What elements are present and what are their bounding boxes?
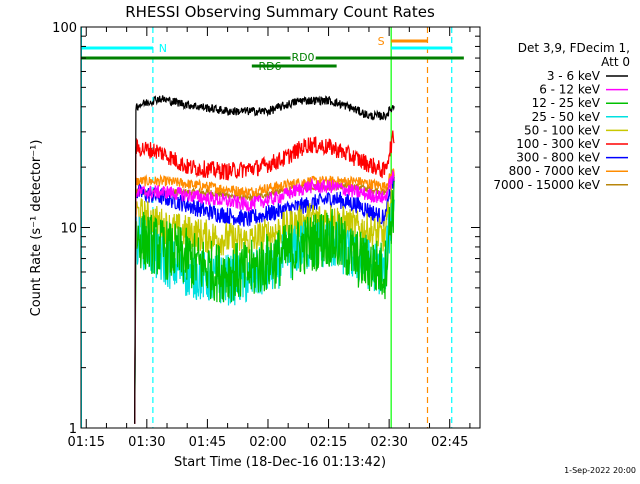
x-tick-label: 01:45 bbox=[189, 435, 226, 450]
flag-label-rd0: RD0 bbox=[291, 51, 314, 64]
y-axis-label: Count Rate (s⁻¹ detector⁻¹) bbox=[29, 140, 44, 317]
legend-label: 50 - 100 keV bbox=[524, 123, 601, 137]
flag-label-n: N bbox=[159, 42, 167, 55]
series-line-7 bbox=[134, 168, 395, 424]
x-tick-label: 02:00 bbox=[249, 435, 286, 450]
legend-label: 800 - 7000 keV bbox=[509, 164, 601, 178]
x-tick-label: 02:45 bbox=[431, 435, 468, 450]
series-line-6 bbox=[134, 172, 395, 424]
series-line-4 bbox=[134, 183, 395, 424]
legend-header-line-1: Det 3,9, FDecim 1, bbox=[518, 41, 630, 55]
legend-label: 300 - 800 keV bbox=[516, 151, 600, 165]
flag-label-rd6: RD6 bbox=[258, 60, 281, 73]
y-tick-label: 1 bbox=[69, 422, 77, 437]
legend-label: 25 - 50 keV bbox=[532, 110, 601, 124]
legend-label: 3 - 6 keV bbox=[547, 69, 601, 83]
y-tick-label: 10 bbox=[60, 222, 77, 237]
series-line-1 bbox=[134, 169, 395, 424]
series-line-5 bbox=[134, 130, 395, 424]
flag-label-s: S bbox=[378, 35, 385, 48]
x-axis-label: Start Time (18-Dec-16 01:13:42) bbox=[174, 455, 386, 470]
legend-label: 7000 - 15000 keV bbox=[493, 178, 600, 192]
x-tick-label: 02:15 bbox=[310, 435, 347, 450]
series-line-2 bbox=[134, 176, 395, 424]
legend-label: 6 - 12 keV bbox=[539, 83, 601, 97]
series-line-0 bbox=[134, 95, 395, 424]
x-tick-label: 01:30 bbox=[128, 435, 165, 450]
timestamp-footer: 1-Sep-2022 20:00 bbox=[564, 466, 636, 475]
legend-header-line-2: Att 0 bbox=[601, 55, 630, 69]
y-tick-label: 100 bbox=[52, 21, 77, 36]
x-tick-label: 01:15 bbox=[68, 435, 105, 450]
chart-title: RHESSI Observing Summary Count Rates bbox=[125, 3, 435, 21]
legend-label: 12 - 25 keV bbox=[532, 96, 601, 110]
x-tick-label: 02:30 bbox=[370, 435, 407, 450]
legend-label: 100 - 300 keV bbox=[516, 137, 600, 151]
